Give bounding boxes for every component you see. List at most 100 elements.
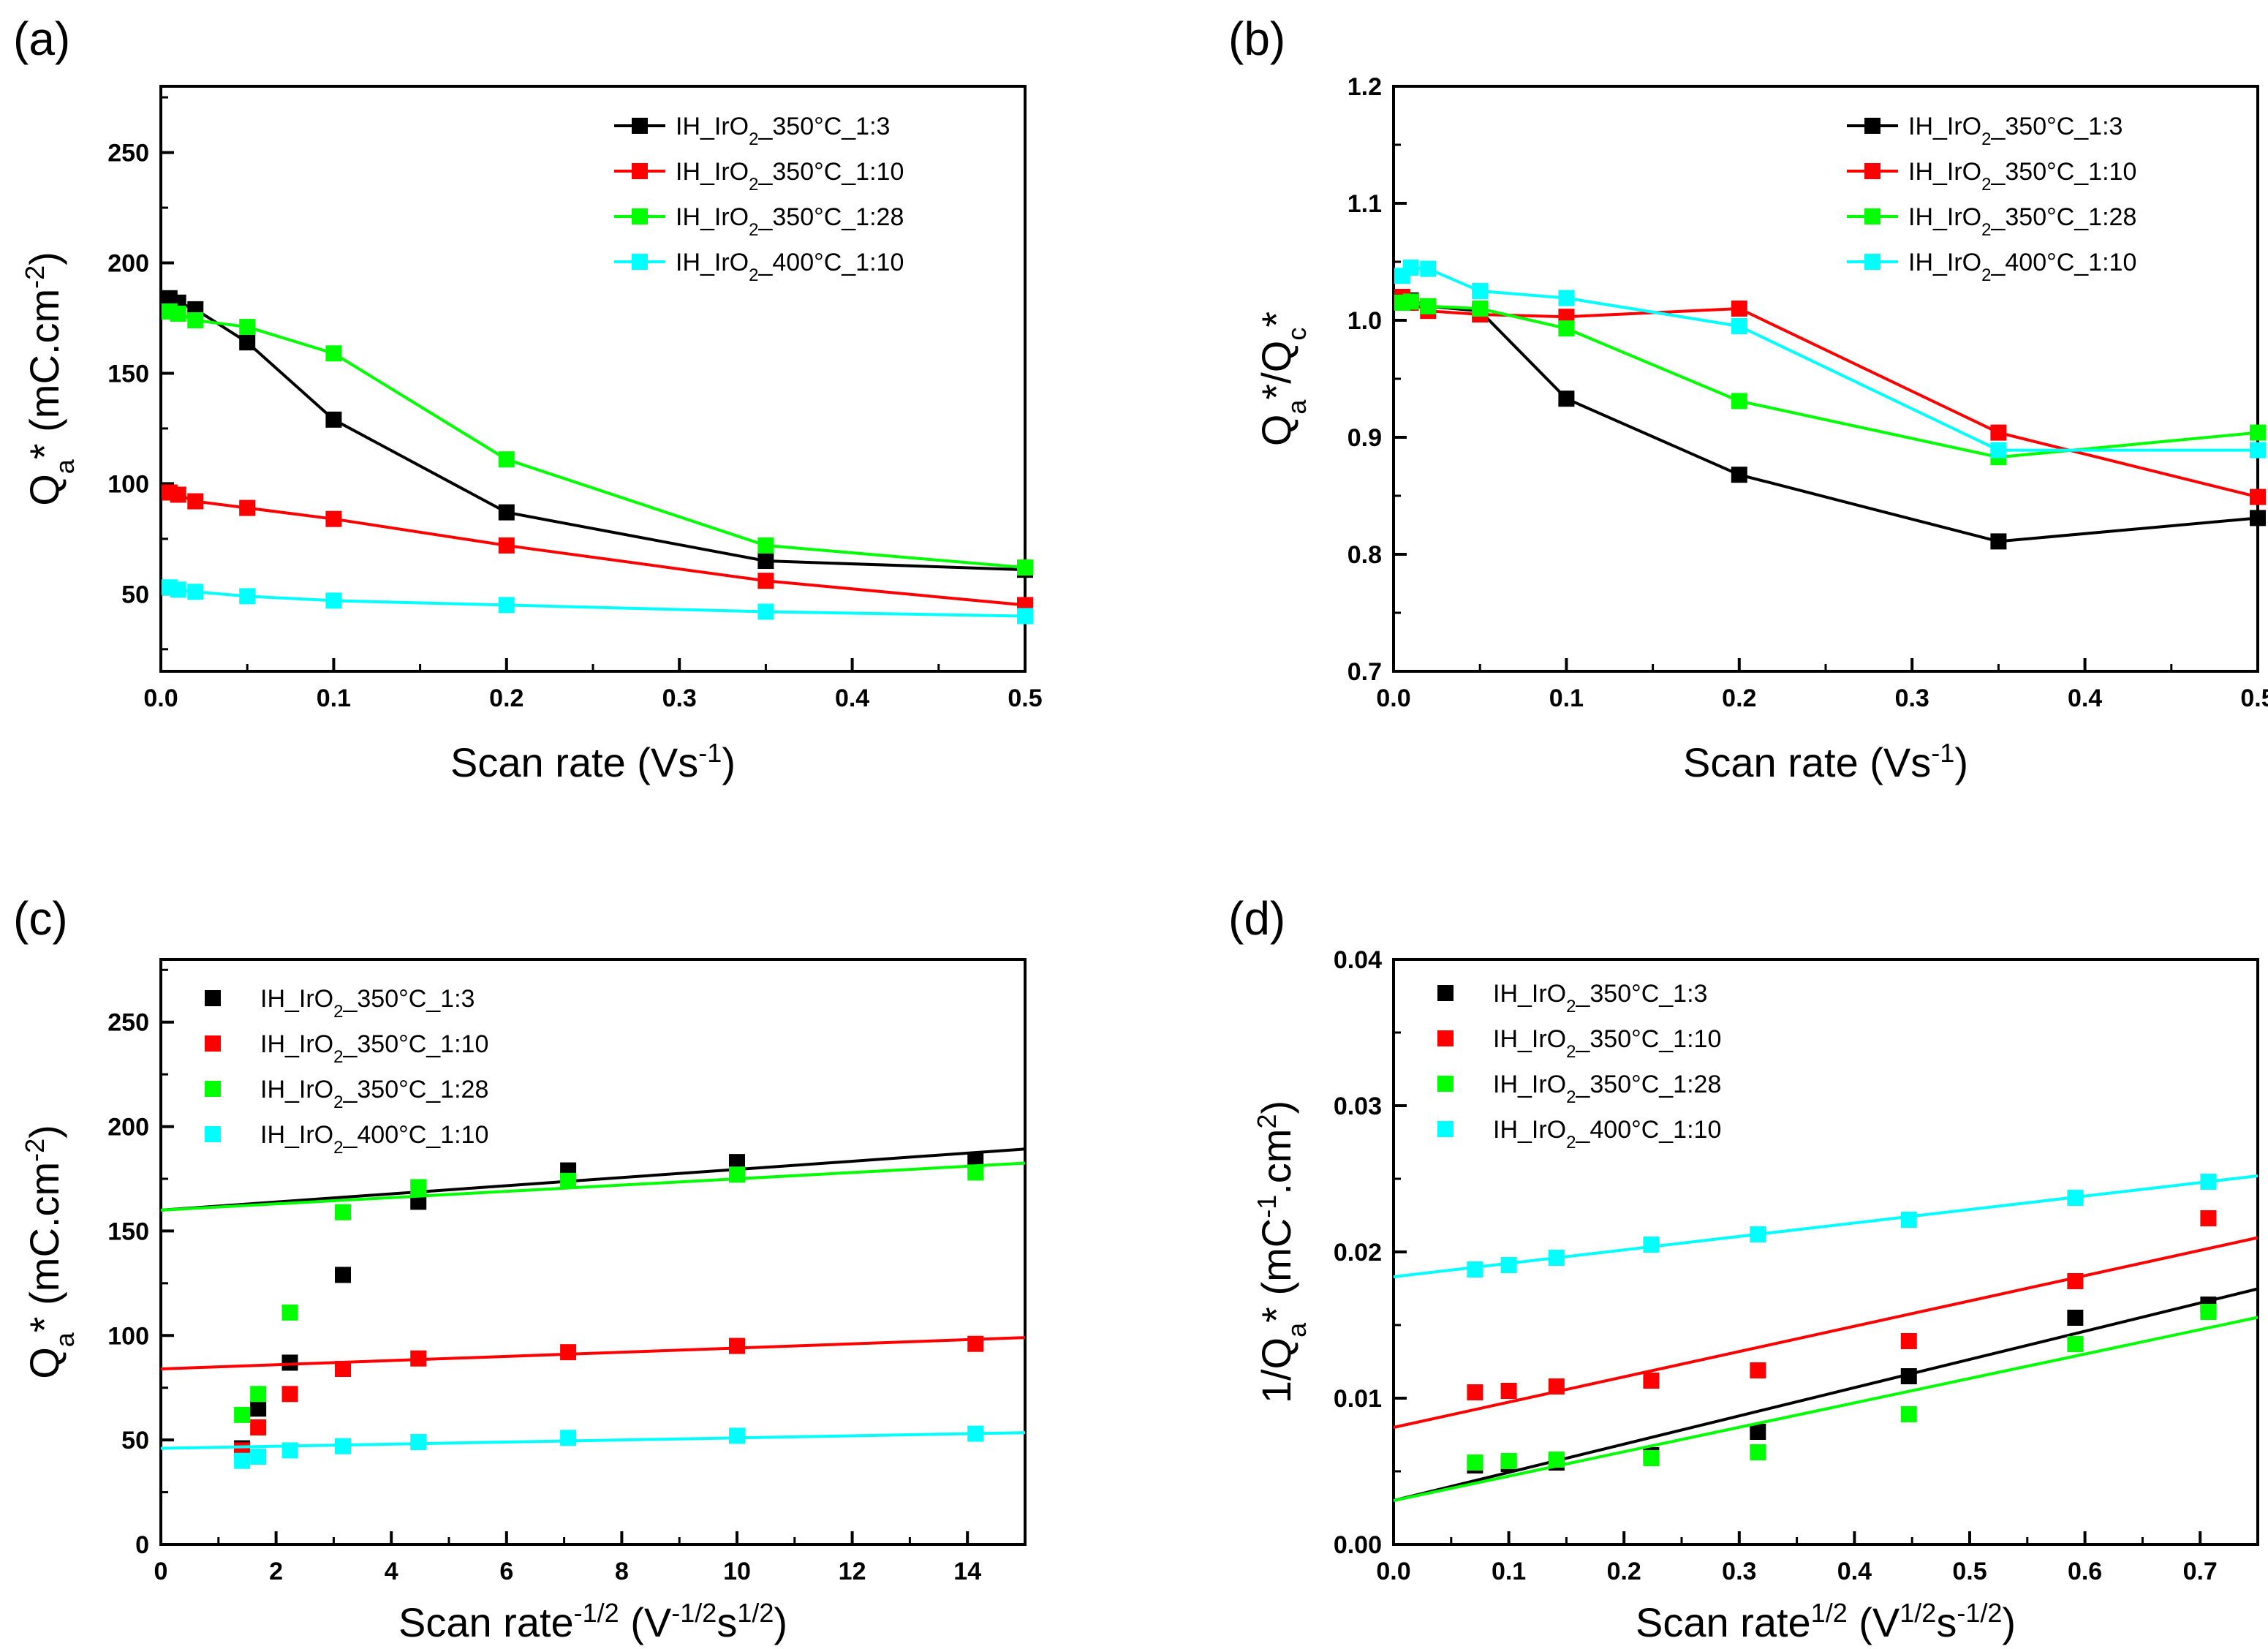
data-point [1548, 1250, 1565, 1266]
ticks-b: 0.0 0.1 0.2 0.3 0.4 0.5 0.7 0.8 0.9 1.0 1.1 1.2 [1347, 73, 2268, 712]
x-tick-label: 12 [839, 1558, 866, 1585]
legend-label: IH_IrO2_350°C_1:10 [1493, 1025, 1721, 1062]
data-point [729, 1337, 745, 1354]
data-point [2200, 1174, 2217, 1190]
y-tick-label: 250 [107, 140, 149, 167]
y-tick-label: 0.01 [1334, 1385, 1382, 1413]
data-point [1643, 1450, 1660, 1466]
data-point [234, 1452, 251, 1469]
data-point [2067, 1273, 2084, 1289]
ticks-c: 0 2 4 6 8 10 12 14 0 50 100 150 200 250 [107, 968, 981, 1585]
data-point [2067, 1336, 2084, 1352]
y-axis-label-b: Qa*/Qc* [1253, 312, 1312, 446]
x-tick-label: 0.0 [1376, 1558, 1410, 1585]
data-point [967, 1335, 984, 1352]
data-point [1750, 1424, 1766, 1440]
x-tick-label: 0.2 [1722, 684, 1756, 712]
data-point [1467, 1454, 1483, 1471]
marks-b [1394, 260, 2266, 550]
data-point [187, 584, 204, 600]
x-tick-label: 0.3 [1722, 1558, 1756, 1585]
y-tick-label: 250 [107, 1009, 149, 1037]
data-point [2067, 1310, 2084, 1326]
data-point [560, 1344, 577, 1361]
x-tick-label: 0.1 [1492, 1558, 1526, 1585]
fit-line [160, 1431, 1026, 1450]
panel-label-a: (a) [13, 12, 70, 65]
legend-label: IH_IrO2_350°C_1:28 [676, 203, 904, 240]
x-tick-label: 14 [953, 1558, 981, 1585]
y-tick-label: 0.8 [1347, 541, 1382, 569]
data-point [1750, 1444, 1766, 1460]
data-point [410, 1350, 427, 1367]
panel-c: (c) 0 2 4 6 8 10 12 14 0 50 100 150 200 250 IH_IrO2_3… [13, 892, 1027, 1646]
x-tick-label: 4 [385, 1558, 398, 1585]
x-axis-label-c: Scan rate-1/2 (V-1/2s1/2) [398, 1598, 787, 1646]
legend-c: IH_IrO2_350°C_1:3 IH_IrO2_350°C_1:10 IH_Ir… [205, 985, 488, 1158]
data-point [1731, 301, 1747, 317]
ticks-d: 0.0 0.1 0.2 0.3 0.4 0.5 0.6 0.7 0.00 0.01 0.02 0.03… [1334, 946, 2218, 1585]
data-point [239, 499, 256, 516]
y-tick-label: 100 [107, 1322, 149, 1350]
legend-label: IH_IrO2_350°C_1:10 [1908, 158, 2136, 195]
ticks-a: 0.0 0.1 0.2 0.3 0.4 0.5 50 100 150 200 250 [107, 96, 1043, 712]
data-point [1017, 559, 1033, 576]
data-point [757, 537, 774, 554]
series-line [1401, 265, 2258, 452]
x-tick-label: 0.5 [1952, 1558, 1987, 1585]
y-tick-label: 200 [107, 1114, 149, 1142]
y-tick-label: 50 [121, 1427, 149, 1454]
y-tick-label: 100 [107, 470, 149, 498]
legend-marker [1437, 985, 1454, 1001]
fit-line [1393, 1287, 2258, 1502]
legend-label: IH_IrO2_350°C_1:3 [1908, 113, 2123, 149]
data-point [1500, 1383, 1517, 1399]
x-tick-label: 6 [499, 1558, 513, 1585]
data-point [410, 1434, 427, 1450]
data-point [1420, 260, 1437, 277]
legend-label: IH_IrO2_350°C_1:10 [676, 158, 904, 195]
data-point [2200, 1304, 2217, 1320]
legend-marker [205, 1126, 221, 1142]
panel-label-d: (d) [1228, 892, 1285, 945]
data-point [234, 1406, 251, 1423]
y-axis-label-a: Qa* (mC.cm-2) [20, 252, 80, 506]
x-tick-label: 0.3 [1895, 684, 1929, 712]
data-point [1402, 293, 1419, 310]
legend-marker [632, 163, 648, 179]
data-point [1017, 608, 1033, 624]
legend-label: IH_IrO2_350°C_1:28 [260, 1076, 488, 1112]
legend-marker [632, 208, 648, 224]
data-point [967, 1164, 984, 1181]
legend-marker [632, 254, 648, 270]
legend-label: IH_IrO2_350°C_1:3 [1493, 980, 1707, 1016]
fit-line [160, 1336, 1026, 1370]
data-point [1990, 533, 2007, 550]
x-axis-label-b: Scan rate (Vs-1) [1683, 738, 1968, 786]
data-point [1558, 320, 1575, 337]
data-point [239, 334, 256, 351]
fit-line [160, 1161, 1026, 1212]
data-point [1990, 442, 2007, 459]
data-point [2067, 1190, 2084, 1206]
legend-label: IH_IrO2_350°C_1:28 [1493, 1071, 1721, 1107]
legend-label: IH_IrO2_350°C_1:10 [260, 1030, 488, 1067]
series-line [1402, 300, 2258, 459]
x-tick-label: 0.4 [835, 684, 869, 712]
data-point [281, 1442, 298, 1459]
data-point [560, 1430, 577, 1446]
data-point [1731, 467, 1747, 483]
data-point [560, 1172, 577, 1189]
x-axis-label-a: Scan rate (Vs-1) [450, 738, 736, 786]
data-point [757, 603, 774, 620]
data-point [1420, 298, 1437, 314]
series-line [169, 491, 1026, 607]
data-point [239, 319, 256, 336]
marks-c [160, 1147, 1026, 1469]
data-point [335, 1204, 352, 1220]
data-point [1548, 1378, 1565, 1395]
data-point [967, 1425, 984, 1442]
series-line [1401, 295, 2258, 499]
data-point [2250, 488, 2266, 505]
legend-label: IH_IrO2_350°C_1:28 [1908, 203, 2136, 240]
